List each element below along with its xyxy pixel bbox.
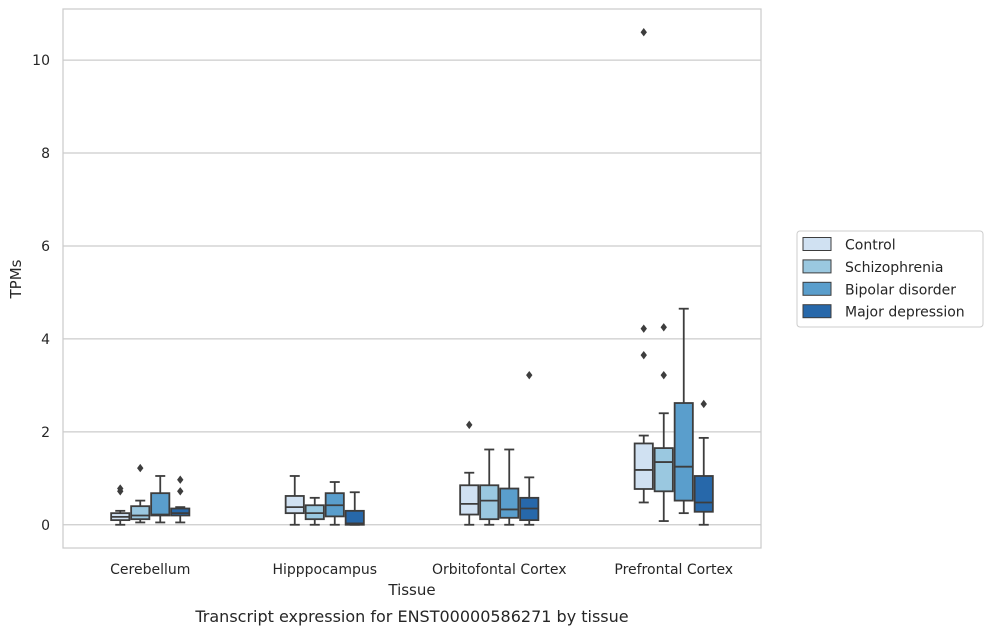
box-groups bbox=[110, 28, 714, 526]
x-tick-label: Cerebellum bbox=[110, 562, 190, 578]
y-tick-labels: 0 2 4 6 8 10 bbox=[32, 53, 50, 534]
outlier-point bbox=[526, 370, 533, 380]
legend-swatch bbox=[802, 259, 832, 274]
outlier-point bbox=[660, 370, 667, 380]
outlier-point bbox=[117, 484, 124, 493]
legend-swatch bbox=[802, 304, 832, 319]
y-axis-label: TPMs bbox=[7, 259, 25, 299]
box-body bbox=[653, 447, 674, 493]
x-tick-labels: Cerebellum Hipppocampus Orbitofontal Corte… bbox=[110, 562, 733, 578]
plot-frame bbox=[62, 8, 762, 549]
x-tick-label: Prefrontal Cortex bbox=[614, 562, 733, 578]
box-4-4 bbox=[693, 399, 714, 526]
legend-label: Control bbox=[845, 238, 896, 254]
legend-frame bbox=[796, 230, 984, 328]
box-2-2 bbox=[304, 496, 325, 526]
box-1-1 bbox=[110, 484, 131, 526]
outlier-point bbox=[700, 399, 707, 409]
outlier-point bbox=[640, 350, 647, 360]
box-1-3 bbox=[459, 420, 480, 526]
y-tick-label: 6 bbox=[41, 239, 50, 255]
box-3-2 bbox=[324, 481, 345, 526]
legend: Control Schizophrenia Bipolar disorder Majo… bbox=[796, 230, 984, 328]
legend-label: Schizophrenia bbox=[845, 260, 943, 276]
y-tick-label: 0 bbox=[41, 518, 50, 534]
outlier-point bbox=[177, 487, 184, 496]
box-2-4 bbox=[653, 323, 674, 522]
y-tick-label: 8 bbox=[41, 146, 50, 162]
box-1-4 bbox=[633, 28, 654, 504]
box-body bbox=[499, 487, 520, 519]
legend-label: Bipolar disorder bbox=[845, 282, 956, 298]
box-2-3 bbox=[479, 448, 500, 526]
y-tick-label: 4 bbox=[41, 332, 50, 348]
x-tick-label: Orbitofontal Cortex bbox=[432, 562, 567, 578]
box-3-1 bbox=[150, 475, 171, 524]
chart-title: Transcript expression for ENST0000058627… bbox=[194, 607, 628, 626]
legend-swatch bbox=[802, 237, 832, 251]
box-body bbox=[479, 484, 500, 521]
box-4-1 bbox=[170, 475, 191, 524]
box-body bbox=[459, 484, 480, 516]
outlier-point bbox=[137, 463, 144, 473]
outlier-point bbox=[660, 323, 667, 332]
y-tick-label: 10 bbox=[32, 53, 50, 69]
x-axis-label: Tissue bbox=[387, 581, 435, 599]
box-body bbox=[150, 492, 171, 517]
legend-label: Major depression bbox=[845, 305, 965, 321]
box-1-2 bbox=[284, 475, 305, 526]
box-body bbox=[284, 495, 305, 515]
box-3-3 bbox=[499, 448, 520, 526]
box-3-4 bbox=[673, 307, 694, 515]
box-body bbox=[693, 475, 714, 513]
y-tick-label: 2 bbox=[41, 425, 50, 441]
box-body bbox=[673, 402, 694, 502]
grid-lines bbox=[63, 59, 761, 526]
box-body bbox=[304, 504, 325, 521]
box-body bbox=[130, 505, 151, 521]
box-4-2 bbox=[344, 491, 365, 526]
outlier-point bbox=[640, 324, 647, 333]
outlier-point bbox=[640, 28, 647, 37]
box-body bbox=[344, 509, 365, 526]
box-4-3 bbox=[519, 370, 540, 526]
outlier-point bbox=[177, 475, 184, 484]
outlier-point bbox=[466, 420, 473, 430]
legend-swatch bbox=[802, 281, 832, 296]
x-tick-label: Hipppocampus bbox=[272, 562, 377, 578]
box-body bbox=[170, 507, 191, 517]
box-body bbox=[633, 442, 654, 490]
box-2-1 bbox=[130, 463, 151, 524]
